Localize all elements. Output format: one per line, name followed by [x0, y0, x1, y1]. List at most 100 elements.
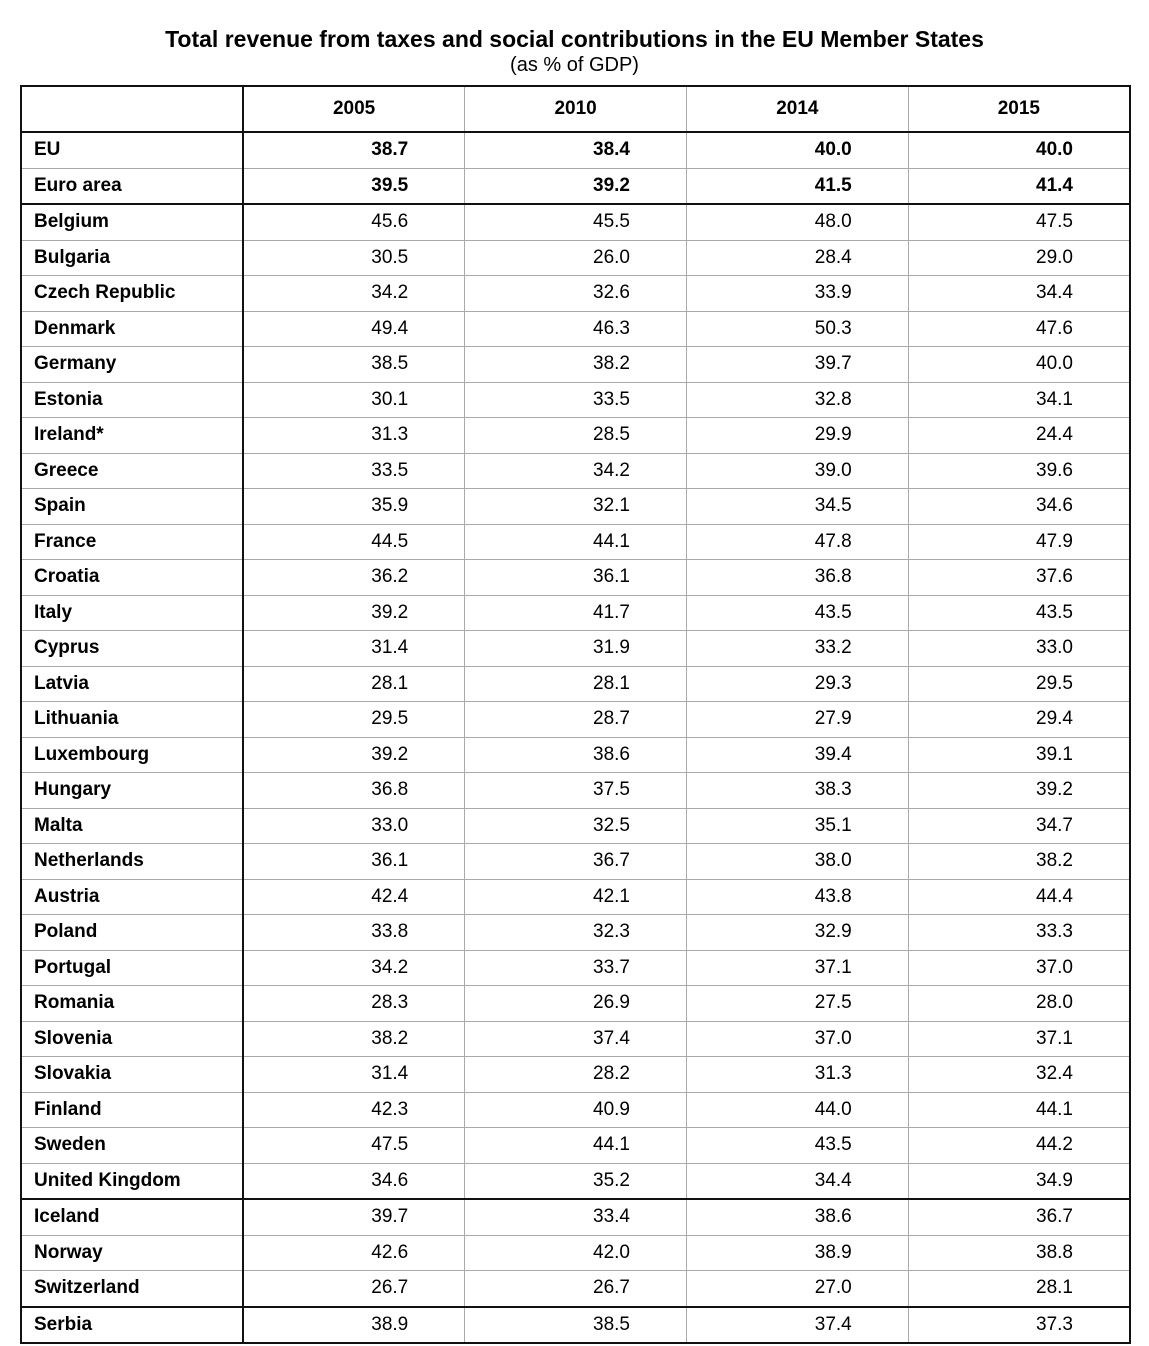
- row-country: Denmark: [20, 310, 244, 347]
- table-row: Iceland 39.7 33.4 38.6 36.7: [20, 1198, 1131, 1236]
- cell-value: 33.0: [242, 807, 466, 844]
- cell-value: 32.5: [464, 807, 687, 844]
- cell-value: 44.1: [907, 1091, 1131, 1128]
- cell-value: 28.3: [242, 985, 466, 1022]
- cell-value: 39.4: [686, 736, 909, 773]
- cell-value: 37.6: [907, 559, 1131, 596]
- header-year: 2005: [242, 85, 466, 133]
- cell-value: 36.1: [242, 843, 466, 880]
- cell-value: 44.4: [907, 878, 1131, 915]
- row-country: France: [20, 523, 244, 560]
- row-country: Cyprus: [20, 630, 244, 667]
- row-country: Iceland: [20, 1198, 244, 1236]
- table-row: Hungary 36.8 37.5 38.3 39.2: [20, 772, 1131, 809]
- cell-value: 42.0: [464, 1234, 687, 1271]
- table-row: Spain 35.9 32.1 34.5 34.6: [20, 488, 1131, 525]
- row-country: Austria: [20, 878, 244, 915]
- table-row: Latvia 28.1 28.1 29.3 29.5: [20, 665, 1131, 702]
- cell-value: 32.1: [464, 488, 687, 525]
- cell-value: 39.6: [907, 452, 1131, 489]
- table-row: Finland 42.3 40.9 44.0 44.1: [20, 1091, 1131, 1128]
- header-year: 2014: [686, 85, 909, 133]
- cell-value: 27.5: [686, 985, 909, 1022]
- cell-value: 33.3: [907, 914, 1131, 951]
- cell-value: 37.1: [907, 1020, 1131, 1057]
- cell-value: 26.0: [464, 239, 687, 276]
- cell-value: 24.4: [907, 417, 1131, 454]
- cell-value: 32.4: [907, 1056, 1131, 1093]
- cell-value: 37.0: [686, 1020, 909, 1057]
- cell-value: 38.5: [464, 1306, 687, 1344]
- row-country: Norway: [20, 1234, 244, 1271]
- cell-value: 32.8: [686, 381, 909, 418]
- table-body: EU 38.7 38.4 40.0 40.0 Euro area 39.5 39.2 41.5 4…: [20, 131, 1131, 1344]
- cell-value: 41.7: [464, 594, 687, 631]
- row-country: Luxembourg: [20, 736, 244, 773]
- table-row: Euro area 39.5 39.2 41.5 41.4: [20, 167, 1131, 205]
- cell-value: 38.2: [242, 1020, 466, 1057]
- cell-value: 28.0: [907, 985, 1131, 1022]
- cell-value: 36.8: [242, 772, 466, 809]
- cell-value: 47.8: [686, 523, 909, 560]
- cell-value: 28.2: [464, 1056, 687, 1093]
- cell-value: 39.2: [242, 736, 466, 773]
- cell-value: 45.6: [242, 203, 466, 241]
- cell-value: 33.5: [242, 452, 466, 489]
- row-country: Ireland*: [20, 417, 244, 454]
- cell-value: 40.9: [464, 1091, 687, 1128]
- cell-value: 31.4: [242, 1056, 466, 1093]
- cell-value: 32.6: [464, 275, 687, 312]
- cell-value: 39.2: [242, 594, 466, 631]
- table-row: Belgium 45.6 45.5 48.0 47.5: [20, 203, 1131, 241]
- cell-value: 33.9: [686, 275, 909, 312]
- table-row: Sweden 47.5 44.1 43.5 44.2: [20, 1127, 1131, 1164]
- table-row: Slovenia 38.2 37.4 37.0 37.1: [20, 1020, 1131, 1057]
- table-title: Total revenue from taxes and social cont…: [165, 26, 984, 52]
- cell-value: 39.0: [686, 452, 909, 489]
- revenue-table: 2005 2010 2014 2015 EU 38.7 38.4 40.0 40.0 Eu…: [20, 85, 1131, 1344]
- cell-value: 26.7: [242, 1270, 466, 1308]
- cell-value: 43.5: [907, 594, 1131, 631]
- cell-value: 27.0: [686, 1270, 909, 1308]
- cell-value: 33.5: [464, 381, 687, 418]
- cell-value: 33.7: [464, 949, 687, 986]
- row-country: Czech Republic: [20, 275, 244, 312]
- row-country: Estonia: [20, 381, 244, 418]
- cell-value: 34.4: [686, 1162, 909, 1200]
- cell-value: 34.5: [686, 488, 909, 525]
- cell-value: 44.0: [686, 1091, 909, 1128]
- cell-value: 46.3: [464, 310, 687, 347]
- cell-value: 28.5: [464, 417, 687, 454]
- cell-value: 47.9: [907, 523, 1131, 560]
- cell-value: 38.4: [464, 131, 687, 169]
- row-country: Hungary: [20, 772, 244, 809]
- row-country: EU: [20, 131, 244, 169]
- cell-value: 44.2: [907, 1127, 1131, 1164]
- cell-value: 31.3: [242, 417, 466, 454]
- row-country: Serbia: [20, 1306, 244, 1344]
- table-row: France 44.5 44.1 47.8 47.9: [20, 523, 1131, 560]
- header-year: 2010: [464, 85, 687, 133]
- row-country: Netherlands: [20, 843, 244, 880]
- cell-value: 32.9: [686, 914, 909, 951]
- cell-value: 34.2: [242, 949, 466, 986]
- table-row: Croatia 36.2 36.1 36.8 37.6: [20, 559, 1131, 596]
- cell-value: 36.7: [907, 1198, 1131, 1236]
- cell-value: 44.5: [242, 523, 466, 560]
- cell-value: 39.7: [242, 1198, 466, 1236]
- table-row: Norway 42.6 42.0 38.9 38.8: [20, 1234, 1131, 1271]
- row-country: Poland: [20, 914, 244, 951]
- cell-value: 29.4: [907, 701, 1131, 738]
- table-row: Denmark 49.4 46.3 50.3 47.6: [20, 310, 1131, 347]
- cell-value: 36.8: [686, 559, 909, 596]
- cell-value: 33.0: [907, 630, 1131, 667]
- header-year: 2015: [907, 85, 1131, 133]
- row-country: Switzerland: [20, 1270, 244, 1308]
- table-row: EU 38.7 38.4 40.0 40.0: [20, 131, 1131, 169]
- cell-value: 29.3: [686, 665, 909, 702]
- cell-value: 38.0: [686, 843, 909, 880]
- cell-value: 43.8: [686, 878, 909, 915]
- cell-value: 28.1: [464, 665, 687, 702]
- row-country: Sweden: [20, 1127, 244, 1164]
- cell-value: 38.9: [242, 1306, 466, 1344]
